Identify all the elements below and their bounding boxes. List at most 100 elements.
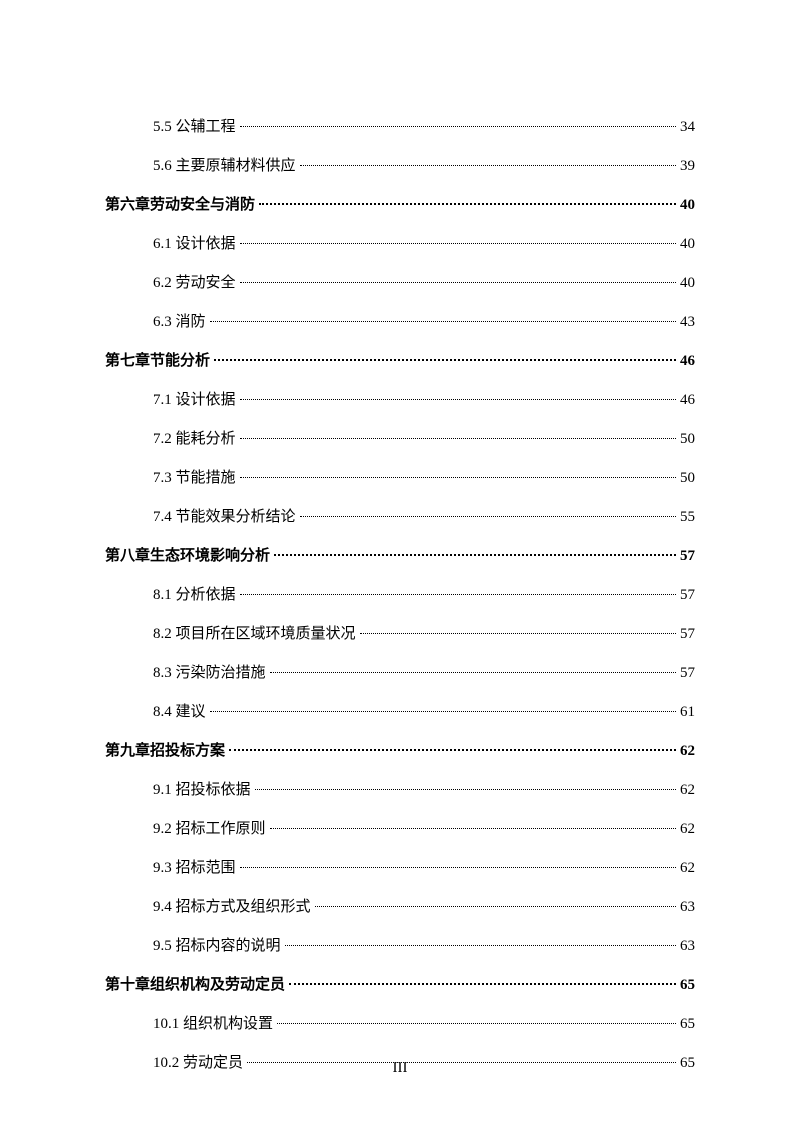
toc-entry-page: 62: [680, 778, 695, 802]
toc-entry: 8.3 污染防治措施 57: [105, 661, 695, 685]
toc-entry-page: 65: [680, 973, 695, 997]
toc-entry: 6.1 设计依据 40: [105, 232, 695, 256]
toc-entry: 9.2 招标工作原则 62: [105, 817, 695, 841]
toc-leader-dots: [240, 594, 676, 595]
toc-entry-label: 第七章节能分析: [105, 349, 210, 373]
toc-leader-dots: [240, 399, 676, 400]
toc-leader-dots: [274, 554, 676, 556]
toc-entry-page: 55: [680, 505, 695, 529]
toc-entry-label: 7.1 设计依据: [153, 388, 236, 412]
toc-entry-page: 43: [680, 310, 695, 334]
toc-entry-label: 8.4 建议: [153, 700, 206, 724]
toc-entry-page: 65: [680, 1051, 695, 1075]
toc-leader-dots: [240, 477, 676, 478]
toc-entry-page: 46: [680, 388, 695, 412]
toc-entry: 9.3 招标范围 62: [105, 856, 695, 880]
toc-entry: 6.3 消防 43: [105, 310, 695, 334]
toc-entry-page: 46: [680, 349, 695, 373]
toc-leader-dots: [240, 282, 676, 283]
toc-entry-label: 9.4 招标方式及组织形式: [153, 895, 311, 919]
toc-entry-label: 5.6 主要原辅材料供应: [153, 154, 296, 178]
toc-entry-label: 5.5 公辅工程: [153, 115, 236, 139]
toc-entry: 5.6 主要原辅材料供应 39: [105, 154, 695, 178]
toc-entry-page: 65: [680, 1012, 695, 1036]
toc-entry-page: 40: [680, 232, 695, 256]
toc-entry: 8.2 项目所在区域环境质量状况 57: [105, 622, 695, 646]
toc-entry-page: 50: [680, 427, 695, 451]
toc-entry-page: 61: [680, 700, 695, 724]
toc-entry: 8.1 分析依据 57: [105, 583, 695, 607]
toc-leader-dots: [214, 359, 676, 361]
toc-entry-page: 50: [680, 466, 695, 490]
toc-entry: 第六章劳动安全与消防 40: [105, 193, 695, 217]
toc-entry-page: 34: [680, 115, 695, 139]
toc-leader-dots: [315, 906, 676, 907]
toc-entry-label: 6.2 劳动安全: [153, 271, 236, 295]
toc-entry-page: 57: [680, 544, 695, 568]
toc-entry: 8.4 建议 61: [105, 700, 695, 724]
toc-entry-page: 57: [680, 661, 695, 685]
toc-entry-label: 7.2 能耗分析: [153, 427, 236, 451]
toc-leader-dots: [240, 126, 676, 127]
toc-entry-label: 第八章生态环境影响分析: [105, 544, 270, 568]
toc-leader-dots: [300, 165, 676, 166]
toc-leader-dots: [270, 672, 676, 673]
toc-entry-label: 7.3 节能措施: [153, 466, 236, 490]
toc-entry-label: 第六章劳动安全与消防: [105, 193, 255, 217]
toc-leader-dots: [277, 1023, 676, 1024]
toc-entry: 第八章生态环境影响分析 57: [105, 544, 695, 568]
toc-entry: 7.3 节能措施 50: [105, 466, 695, 490]
toc-entry-label: 8.1 分析依据: [153, 583, 236, 607]
toc-entry-page: 62: [680, 739, 695, 763]
toc-leader-dots: [247, 1062, 676, 1063]
toc-entry-page: 40: [680, 193, 695, 217]
toc-leader-dots: [360, 633, 676, 634]
toc-leader-dots: [289, 983, 676, 985]
toc-entry-page: 63: [680, 934, 695, 958]
toc-entry-page: 39: [680, 154, 695, 178]
toc-leader-dots: [270, 828, 676, 829]
toc-entry-page: 57: [680, 583, 695, 607]
toc-leader-dots: [240, 438, 676, 439]
toc-entry: 5.5 公辅工程 34: [105, 115, 695, 139]
toc-leader-dots: [240, 867, 676, 868]
toc-entry: 9.1 招投标依据 62: [105, 778, 695, 802]
toc-entry: 9.5 招标内容的说明 63: [105, 934, 695, 958]
toc-leader-dots: [210, 321, 676, 322]
toc-entry-label: 9.5 招标内容的说明: [153, 934, 281, 958]
toc-entry-label: 第九章招投标方案: [105, 739, 225, 763]
toc-entry-page: 62: [680, 856, 695, 880]
toc-entry-label: 第十章组织机构及劳动定员: [105, 973, 285, 997]
toc-entry: 7.2 能耗分析 50: [105, 427, 695, 451]
toc-entry-page: 62: [680, 817, 695, 841]
toc-entry: 第九章招投标方案 62: [105, 739, 695, 763]
toc-entry: 10.1 组织机构设置 65: [105, 1012, 695, 1036]
toc-entry-page: 63: [680, 895, 695, 919]
toc-leader-dots: [300, 516, 676, 517]
toc-leader-dots: [210, 711, 676, 712]
toc-leader-dots: [255, 789, 676, 790]
toc-entry-page: 40: [680, 271, 695, 295]
toc-entry: 9.4 招标方式及组织形式 63: [105, 895, 695, 919]
toc-entry-label: 7.4 节能效果分析结论: [153, 505, 296, 529]
toc-entry-label: 8.3 污染防治措施: [153, 661, 266, 685]
toc-entry-page: 57: [680, 622, 695, 646]
toc-entry-label: 6.3 消防: [153, 310, 206, 334]
toc-entry-label: 9.2 招标工作原则: [153, 817, 266, 841]
toc-entry-label: 9.3 招标范围: [153, 856, 236, 880]
toc-container: 5.5 公辅工程 345.6 主要原辅材料供应 39第六章劳动安全与消防 406…: [105, 115, 695, 1075]
toc-entry: 第十章组织机构及劳动定员 65: [105, 973, 695, 997]
toc-leader-dots: [259, 203, 676, 205]
toc-entry-label: 8.2 项目所在区域环境质量状况: [153, 622, 356, 646]
page-number: III: [393, 1060, 408, 1077]
toc-entry: 6.2 劳动安全 40: [105, 271, 695, 295]
toc-entry-label: 10.2 劳动定员: [153, 1051, 243, 1075]
toc-entry-label: 10.1 组织机构设置: [153, 1012, 273, 1036]
toc-entry: 第七章节能分析 46: [105, 349, 695, 373]
toc-entry-label: 6.1 设计依据: [153, 232, 236, 256]
toc-entry-label: 9.1 招投标依据: [153, 778, 251, 802]
toc-leader-dots: [240, 243, 676, 244]
toc-leader-dots: [285, 945, 676, 946]
toc-leader-dots: [229, 749, 676, 751]
toc-entry: 7.1 设计依据 46: [105, 388, 695, 412]
